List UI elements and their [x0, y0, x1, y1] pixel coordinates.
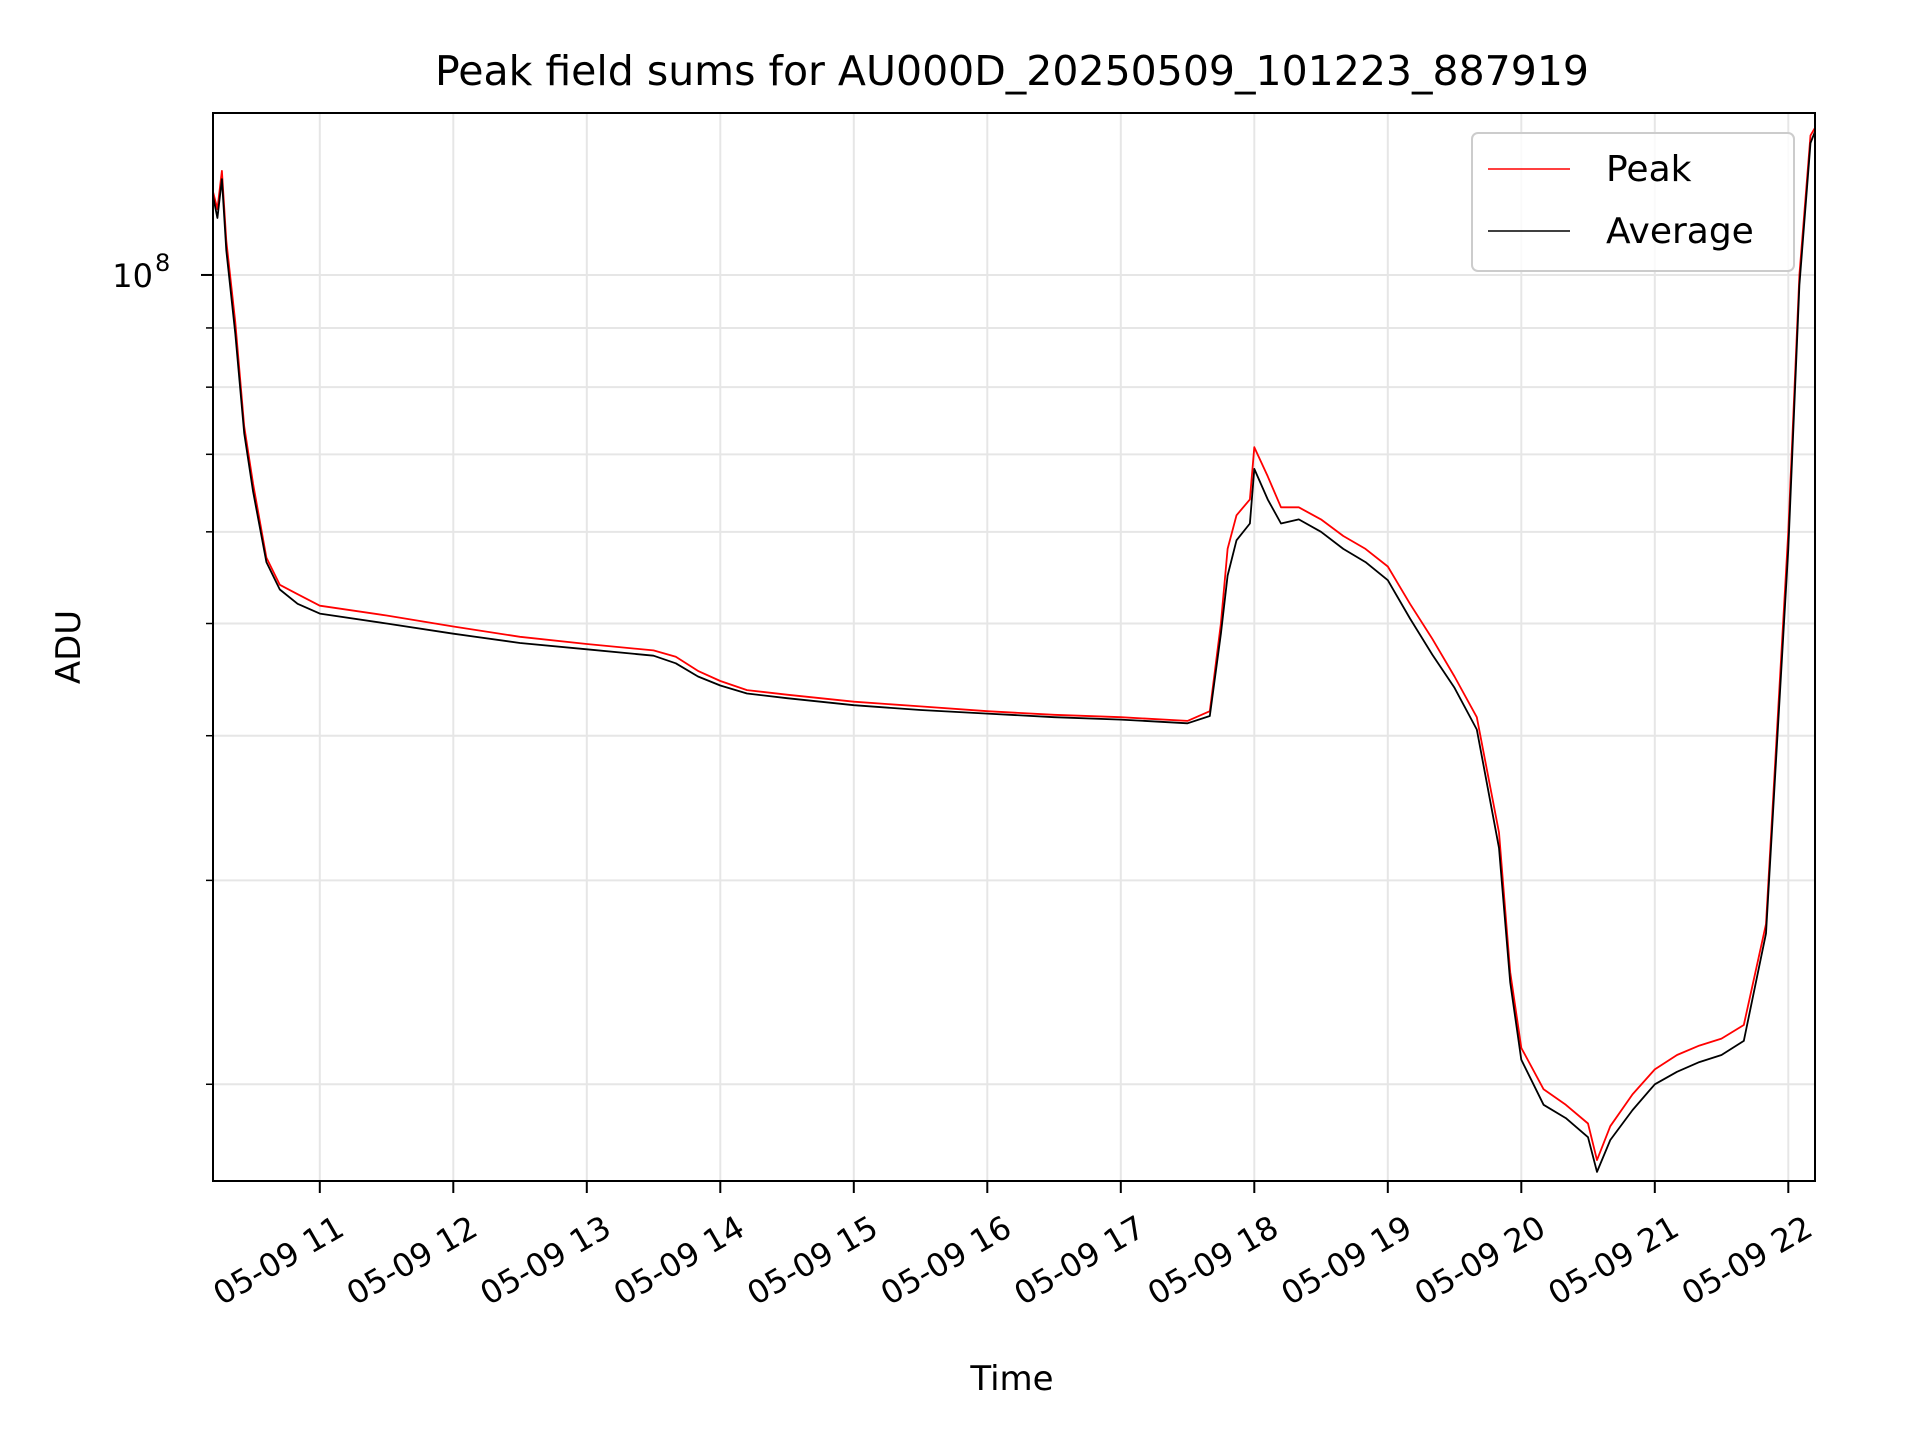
grid-layer — [213, 113, 1815, 1181]
y-tick-label-exponent: 8 — [155, 249, 170, 277]
legend: Peak Average — [1471, 132, 1795, 272]
legend-label-average: Average — [1606, 211, 1754, 252]
series-line-peak — [212, 127, 1816, 1161]
series-layer — [212, 127, 1816, 1173]
series-line-average — [212, 131, 1816, 1173]
y-tick-label-base: 10 — [112, 257, 153, 295]
chart-title: Peak field sums for AU000D_20250509_1012… — [435, 47, 1589, 95]
plot-frame — [212, 112, 1816, 1182]
legend-label-peak: Peak — [1606, 149, 1692, 190]
x-axis-label: Time — [969, 1359, 1053, 1399]
y-axis-label: ADU — [49, 610, 89, 684]
y-axis: 10 8 — [112, 249, 213, 1086]
legend-box — [1471, 132, 1795, 272]
